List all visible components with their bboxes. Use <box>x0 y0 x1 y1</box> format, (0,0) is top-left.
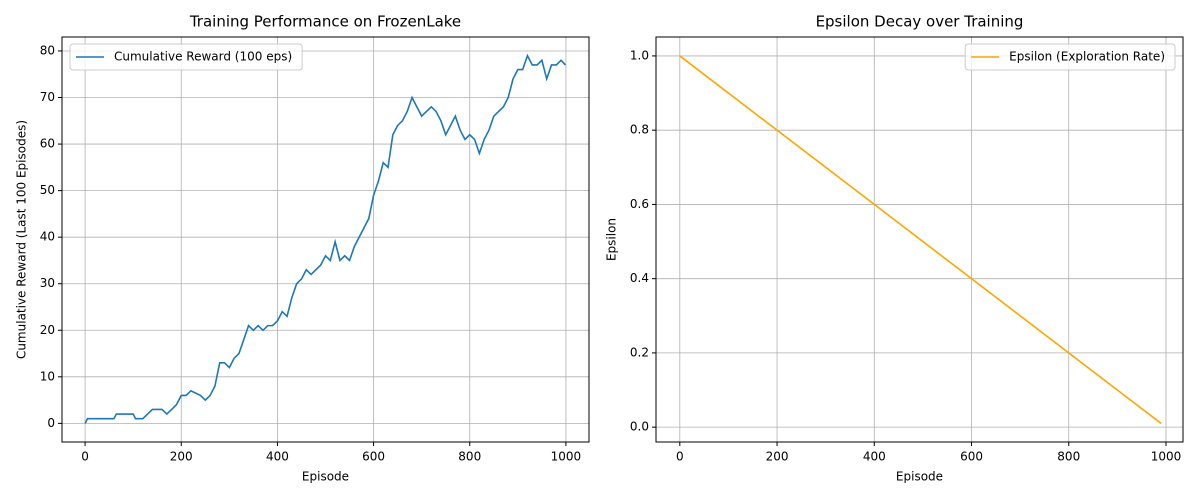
x-tick-label: 600 <box>362 450 385 464</box>
y-tick-label: 0.6 <box>630 197 649 211</box>
axes-frame <box>655 36 1184 443</box>
y-axis-label: Epsilon <box>605 218 619 261</box>
axes-frame <box>61 36 590 443</box>
legend-box <box>964 43 1176 71</box>
y-tick-label: 1.0 <box>630 48 649 62</box>
x-tick-label: 0 <box>676 450 684 464</box>
x-tick-label: 600 <box>960 450 983 464</box>
x-tick-label: 200 <box>170 450 193 464</box>
y-tick-label: 0.2 <box>630 345 649 359</box>
data-line <box>84 53 567 424</box>
x-tick-label: 200 <box>766 450 789 464</box>
x-tick-label: 800 <box>1057 450 1080 464</box>
x-axis-label: Episode <box>302 470 349 484</box>
chart-title: Epsilon Decay over Training <box>816 13 1024 31</box>
y-tick-label: 20 <box>40 323 55 337</box>
x-tick-label: 1000 <box>551 450 582 464</box>
x-tick-label: 1000 <box>1151 450 1182 464</box>
y-tick-label: 0.0 <box>630 420 649 434</box>
legend: Epsilon (Exploration Rate) <box>964 43 1176 71</box>
y-tick-label: 0 <box>47 416 55 430</box>
y-tick-label: 0.4 <box>630 271 649 285</box>
x-tick-label: 400 <box>266 450 289 464</box>
y-axis-label: Cumulative Reward (Last 100 Episodes) <box>15 120 29 359</box>
y-tick-label: 80 <box>40 43 55 57</box>
y-tick-label: 40 <box>40 230 55 244</box>
y-tick-label: 70 <box>40 90 55 104</box>
x-tick-label: 400 <box>863 450 886 464</box>
data-line <box>679 55 1162 425</box>
y-tick-label: 30 <box>40 276 55 290</box>
chart-title: Training Performance on FrozenLake <box>189 13 461 31</box>
y-tick-label: 50 <box>40 183 55 197</box>
x-axis-label: Episode <box>896 470 943 484</box>
legend: Cumulative Reward (100 eps) <box>69 43 303 71</box>
legend-label: Epsilon (Exploration Rate) <box>1009 50 1165 64</box>
y-tick-label: 60 <box>40 137 55 151</box>
legend-box <box>69 43 303 71</box>
y-tick-label: 0.8 <box>630 123 649 137</box>
legend-label: Cumulative Reward (100 eps) <box>114 50 292 64</box>
y-tick-label: 10 <box>40 369 55 383</box>
x-tick-label: 0 <box>81 450 89 464</box>
x-tick-label: 800 <box>458 450 481 464</box>
